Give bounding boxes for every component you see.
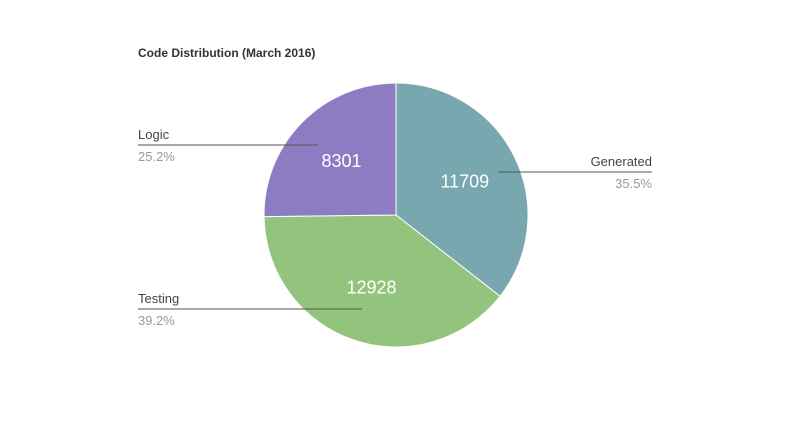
- callout-percent-generated: 35.5%: [615, 176, 652, 191]
- pie-slice-generated[interactable]: [395, 82, 529, 297]
- slice-value-label-testing: 12928: [347, 278, 397, 298]
- callout-label-generated: Generated: [591, 154, 652, 169]
- slice-value-label-generated: 11709: [440, 171, 489, 191]
- pie-slice-testing[interactable]: [263, 214, 501, 348]
- callout-percent-testing: 39.2%: [138, 313, 175, 328]
- slice-value-label-logic: 8301: [321, 151, 361, 171]
- pie-slice-logic[interactable]: [263, 82, 397, 218]
- slices: [263, 82, 529, 348]
- callout-percent-logic: 25.2%: [138, 149, 175, 164]
- callout-label-logic: Logic: [138, 127, 170, 142]
- chart-title: Code Distribution (March 2016): [138, 46, 316, 60]
- callout-label-testing: Testing: [138, 291, 179, 306]
